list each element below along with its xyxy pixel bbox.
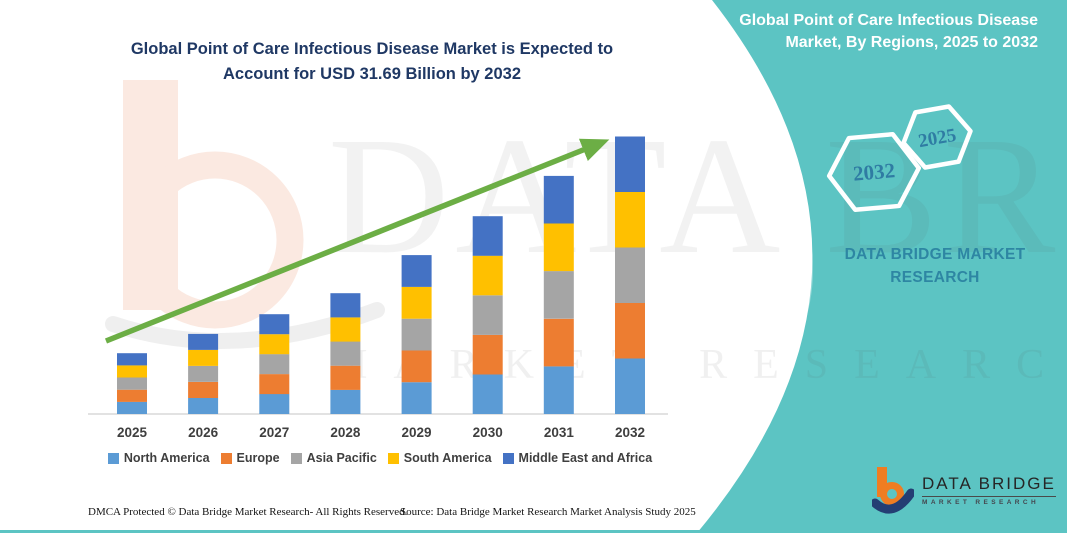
- hexagon-2032-outline: [826, 131, 922, 213]
- bar-segment: [472, 255, 503, 296]
- legend-swatch-icon: [107, 452, 119, 464]
- bar-segment: [543, 271, 574, 319]
- bar-segment: [259, 354, 290, 375]
- bar-segment: [615, 358, 645, 414]
- x-tick-label: 2026: [188, 425, 219, 440]
- hexagon-2032-label: 2032: [852, 158, 896, 186]
- bar-segment: [401, 382, 432, 414]
- brand-text: DATA BRIDGE MARKET RESEARCH: [825, 243, 1045, 290]
- bar-segment: [188, 365, 219, 382]
- hexagon-2032: 2032: [826, 131, 922, 213]
- legend-swatch-icon: [290, 452, 302, 464]
- brand-text-line2: RESEARCH: [890, 269, 980, 287]
- legend-item: Middle East and Africa: [502, 451, 653, 465]
- legend-item: South America: [387, 451, 492, 465]
- legend-label: South America: [403, 451, 492, 465]
- x-axis-tick-labels: 2025 2026 2027 2028 2029 2030 2031 2032: [117, 425, 645, 440]
- hexagon-2025-outline: [901, 104, 973, 170]
- legend-swatch-icon: [387, 452, 399, 464]
- bar-segment: [401, 255, 432, 287]
- bar-segment: [188, 398, 219, 414]
- bar-segment: [117, 377, 147, 390]
- bar-segment: [330, 317, 361, 342]
- chart-legend: North America Europe Asia Pacific South Ame…: [80, 451, 680, 465]
- logo-name: DATA BRIDGE: [922, 474, 1056, 497]
- bar-segment: [117, 401, 147, 414]
- bar-segment: [472, 374, 503, 414]
- trend-arrow-line: [104, 138, 610, 344]
- legend-label: North America: [123, 451, 210, 465]
- source-text: Source: Data Bridge Market Research Mark…: [400, 506, 696, 518]
- bar-segment: [543, 318, 574, 367]
- bar-segment: [259, 334, 290, 355]
- hexagon-2025-label: 2025: [917, 125, 958, 152]
- bar-segment: [330, 341, 361, 366]
- bar-segment: [472, 216, 503, 256]
- bar-segment: [472, 334, 503, 375]
- bar-segment: [615, 303, 645, 359]
- bar-segment: [401, 350, 432, 383]
- legend-item: Europe: [220, 451, 280, 465]
- bar-segment: [401, 318, 432, 351]
- bar-segment: [472, 295, 503, 335]
- bar-segment: [188, 349, 219, 366]
- watermark-text-primary: DATA BRIDGE: [328, 103, 1067, 289]
- bar-segment: [117, 353, 147, 366]
- bars-group: [117, 136, 645, 414]
- side-panel-title: Global Point of Care Infectious Disease …: [739, 12, 1038, 52]
- bar-segment: [543, 175, 574, 224]
- bottom-accent-rule: [0, 530, 1067, 533]
- bar-segment: [615, 247, 645, 303]
- bar-segment: [330, 365, 361, 390]
- legend-swatch-icon: [502, 452, 514, 464]
- data-bridge-logo-icon: [872, 467, 914, 514]
- x-tick-label: 2032: [615, 425, 645, 440]
- bar-segment: [401, 286, 432, 319]
- bar-segment: [543, 223, 574, 272]
- brand-text-line1: DATA BRIDGE MARKET: [844, 246, 1026, 263]
- bar-segment: [615, 136, 645, 192]
- bar-segment: [259, 394, 290, 414]
- x-tick-label: 2030: [473, 425, 503, 440]
- x-tick-label: 2029: [402, 425, 432, 440]
- legend-item: North America: [107, 451, 210, 465]
- watermark-text-secondary: MARKET RESEARCH: [330, 342, 1067, 388]
- bar-segment: [188, 333, 219, 350]
- logo-subtitle: MARKET RESEARCH: [922, 499, 1040, 506]
- teal-panel-background: [697, 0, 1067, 533]
- logo-d-swoosh: [872, 488, 914, 514]
- legend-label: Middle East and Africa: [518, 451, 653, 465]
- copyright-text: DMCA Protected © Data Bridge Market Rese…: [88, 506, 408, 518]
- b-watermark-bowl: [126, 151, 304, 329]
- data-bridge-logo: DATA BRIDGE MARKET RESEARCH: [872, 465, 1056, 515]
- bar-segment: [259, 374, 290, 395]
- bar-segment: [615, 192, 645, 248]
- legend-item: Asia Pacific: [290, 451, 377, 465]
- legend-label: Europe: [236, 451, 280, 465]
- bar-segment: [330, 389, 361, 414]
- decorative-circle-outline: [467, 97, 813, 443]
- bar-segment: [117, 389, 147, 402]
- bar-segment: [117, 365, 147, 378]
- bar-segment: [188, 382, 219, 398]
- bar-segment: [330, 293, 361, 318]
- stacked-bar-chart: 2025 2026 2027 2028 2029 2030 2031 2032: [88, 136, 668, 440]
- legend-swatch-icon: [220, 452, 232, 464]
- bar-segment: [543, 366, 574, 414]
- logo-b-bowl: [880, 482, 904, 506]
- hexagon-badges: 2032 2025: [826, 104, 973, 213]
- logo-text: DATA BRIDGE MARKET RESEARCH: [922, 474, 1056, 506]
- x-tick-label: 2025: [117, 425, 148, 440]
- x-tick-label: 2028: [330, 425, 361, 440]
- bar-segment: [259, 314, 290, 335]
- page-title: Global Point of Care Infectious Disease …: [130, 40, 614, 83]
- x-tick-label: 2031: [544, 425, 575, 440]
- trend-arrow: [104, 138, 610, 344]
- x-tick-label: 2027: [259, 425, 289, 440]
- legend-label: Asia Pacific: [306, 451, 377, 465]
